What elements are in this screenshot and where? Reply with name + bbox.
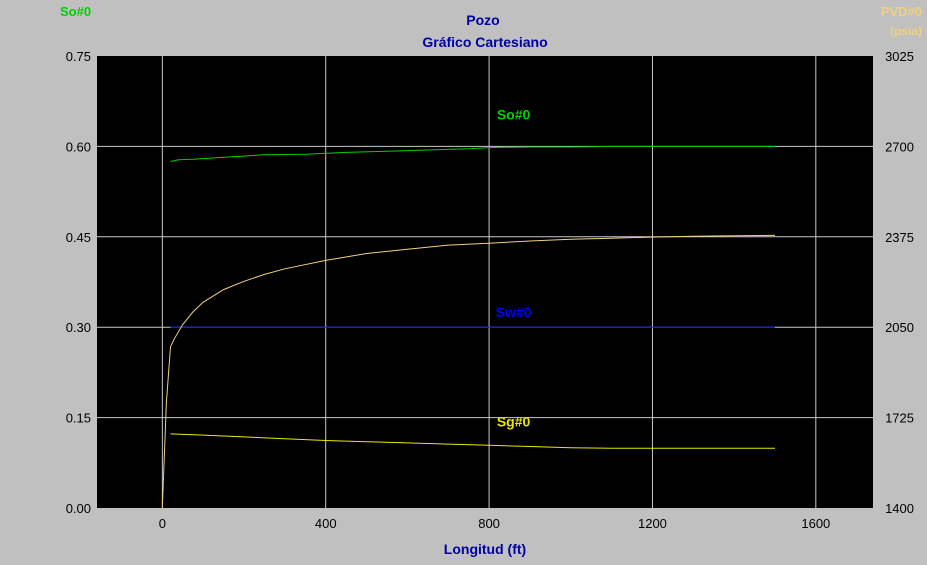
left-tick-label: 0.00 — [66, 501, 91, 516]
right-tick-label: 2050 — [885, 320, 914, 335]
x-tick-label: 1200 — [638, 516, 667, 531]
series-label-sg0: Sg#0 — [497, 414, 531, 430]
series-lines — [161, 145, 776, 509]
right-tick-label: 3025 — [885, 49, 914, 64]
left-tick-label: 0.45 — [66, 230, 91, 245]
right-axis-ticks: 1400 1725 2050 2375 2700 3025 — [885, 49, 914, 516]
series-label-so0: So#0 — [497, 106, 531, 122]
x-tick-label: 400 — [315, 516, 337, 531]
chart-title: Pozo — [466, 12, 499, 28]
plot-area — [97, 56, 873, 508]
left-tick-label: 0.75 — [66, 49, 91, 64]
series-line-pvd0 — [161, 234, 776, 509]
series-label-sw0: Sw#0 — [496, 304, 532, 320]
left-axis-label: So#0 — [60, 4, 91, 19]
x-tick-label: 800 — [478, 516, 500, 531]
x-tick-label: 0 — [159, 516, 166, 531]
left-tick-label: 0.60 — [66, 139, 91, 154]
right-tick-label: 2700 — [885, 139, 914, 154]
left-tick-label: 0.15 — [66, 411, 91, 426]
right-tick-label: 1400 — [885, 501, 914, 516]
left-axis-ticks: 0.00 0.15 0.30 0.45 0.60 0.75 — [66, 49, 91, 516]
series-line-sg0 — [170, 433, 775, 449]
series-line-so0 — [170, 145, 775, 162]
x-tick-label: 1600 — [801, 516, 830, 531]
series-labels: So#0 Sw#0 Sg#0 — [496, 106, 532, 429]
right-tick-label: 2375 — [885, 230, 914, 245]
left-tick-label: 0.30 — [66, 320, 91, 335]
right-tick-label: 1725 — [885, 411, 914, 426]
chart-subtitle: Gráfico Cartesiano — [422, 34, 547, 50]
x-axis-ticks: 0 400 800 1200 1600 — [159, 516, 831, 531]
right-axis-unit: (psia) — [890, 24, 922, 38]
x-axis-label: Longitud (ft) — [444, 541, 526, 557]
right-axis-label: PVD#0 — [881, 4, 922, 19]
